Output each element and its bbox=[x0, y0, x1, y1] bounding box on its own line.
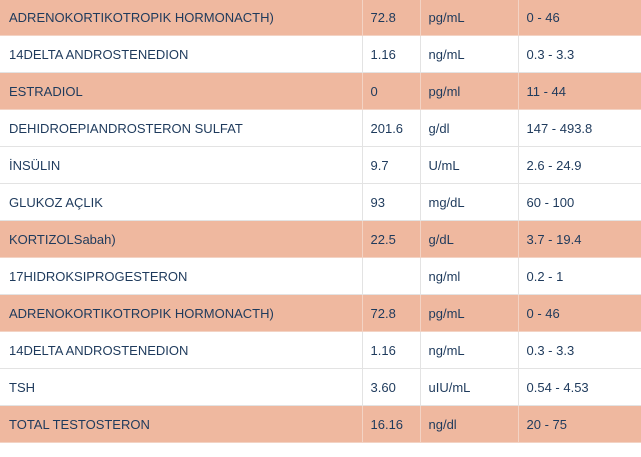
result-value: 201.6 bbox=[362, 109, 421, 147]
unit: U/mL bbox=[420, 146, 519, 184]
test-name: TSH bbox=[0, 368, 363, 406]
result-row: GLUKOZ AÇLIK 93 mg/dL 60 - 100 bbox=[0, 183, 641, 221]
test-name: ADRENOKORTIKOTROPIK HORMONACTH) bbox=[0, 0, 363, 36]
lab-results-table: ADRENOKORTIKOTROPIK HORMONACTH) 72.8 pg/mL… bbox=[0, 0, 641, 443]
reference-range: 0 - 46 bbox=[518, 0, 641, 36]
result-value: 1.16 bbox=[362, 331, 421, 369]
unit: ng/mL bbox=[420, 331, 519, 369]
unit: pg/mL bbox=[420, 0, 519, 36]
result-value: 0 bbox=[362, 72, 421, 110]
result-value: 16.16 bbox=[362, 405, 421, 443]
reference-range: 60 - 100 bbox=[518, 183, 641, 221]
test-name: ADRENOKORTIKOTROPIK HORMONACTH) bbox=[0, 294, 363, 332]
result-value: 93 bbox=[362, 183, 421, 221]
reference-range: 3.7 - 19.4 bbox=[518, 220, 641, 258]
test-name: DEHIDROEPIANDROSTERON SULFAT bbox=[0, 109, 363, 147]
test-name: KORTIZOLSabah) bbox=[0, 220, 363, 258]
result-value: 72.8 bbox=[362, 294, 421, 332]
unit: g/dL bbox=[420, 220, 519, 258]
unit: ng/ml bbox=[420, 257, 519, 295]
unit: pg/mL bbox=[420, 294, 519, 332]
result-value: 9.7 bbox=[362, 146, 421, 184]
unit: ng/dl bbox=[420, 405, 519, 443]
result-row: 14DELTA ANDROSTENEDION 1.16 ng/mL 0.3 - 3.3 bbox=[0, 35, 641, 73]
result-row: 14DELTA ANDROSTENEDION 1.16 ng/mL 0.3 - 3.3 bbox=[0, 331, 641, 369]
result-row: TOTAL TESTOSTERON 16.16 ng/dl 20 - 75 bbox=[0, 405, 641, 443]
reference-range: 20 - 75 bbox=[518, 405, 641, 443]
result-row: 17HIDROKSIPROGESTERON ng/ml 0.2 - 1 bbox=[0, 257, 641, 295]
result-row: KORTIZOLSabah) 22.5 g/dL 3.7 - 19.4 bbox=[0, 220, 641, 258]
result-value: 3.60 bbox=[362, 368, 421, 406]
result-value bbox=[362, 257, 421, 295]
result-row: ADRENOKORTIKOTROPIK HORMONACTH) 72.8 pg/mL… bbox=[0, 294, 641, 332]
reference-range: 0.3 - 3.3 bbox=[518, 35, 641, 73]
reference-range: 147 - 493.8 bbox=[518, 109, 641, 147]
test-name: 14DELTA ANDROSTENEDION bbox=[0, 35, 363, 73]
result-value: 1.16 bbox=[362, 35, 421, 73]
result-row: ESTRADIOL 0 pg/ml 11 - 44 bbox=[0, 72, 641, 110]
reference-range: 11 - 44 bbox=[518, 72, 641, 110]
unit: uIU/mL bbox=[420, 368, 519, 406]
result-row: DEHIDROEPIANDROSTERON SULFAT 201.6 g/dl 147… bbox=[0, 109, 641, 147]
unit: ng/mL bbox=[420, 35, 519, 73]
test-name: 14DELTA ANDROSTENEDION bbox=[0, 331, 363, 369]
unit: g/dl bbox=[420, 109, 519, 147]
reference-range: 0.54 - 4.53 bbox=[518, 368, 641, 406]
unit: pg/ml bbox=[420, 72, 519, 110]
reference-range: 0.2 - 1 bbox=[518, 257, 641, 295]
test-name: TOTAL TESTOSTERON bbox=[0, 405, 363, 443]
result-row: İNSÜLIN 9.7 U/mL 2.6 - 24.9 bbox=[0, 146, 641, 184]
test-name: 17HIDROKSIPROGESTERON bbox=[0, 257, 363, 295]
test-name: ESTRADIOL bbox=[0, 72, 363, 110]
result-value: 22.5 bbox=[362, 220, 421, 258]
result-row: ADRENOKORTIKOTROPIK HORMONACTH) 72.8 pg/mL… bbox=[0, 0, 641, 36]
test-name: İNSÜLIN bbox=[0, 146, 363, 184]
test-name: GLUKOZ AÇLIK bbox=[0, 183, 363, 221]
result-value: 72.8 bbox=[362, 0, 421, 36]
result-row: TSH 3.60 uIU/mL 0.54 - 4.53 bbox=[0, 368, 641, 406]
reference-range: 0 - 46 bbox=[518, 294, 641, 332]
unit: mg/dL bbox=[420, 183, 519, 221]
reference-range: 0.3 - 3.3 bbox=[518, 331, 641, 369]
reference-range: 2.6 - 24.9 bbox=[518, 146, 641, 184]
